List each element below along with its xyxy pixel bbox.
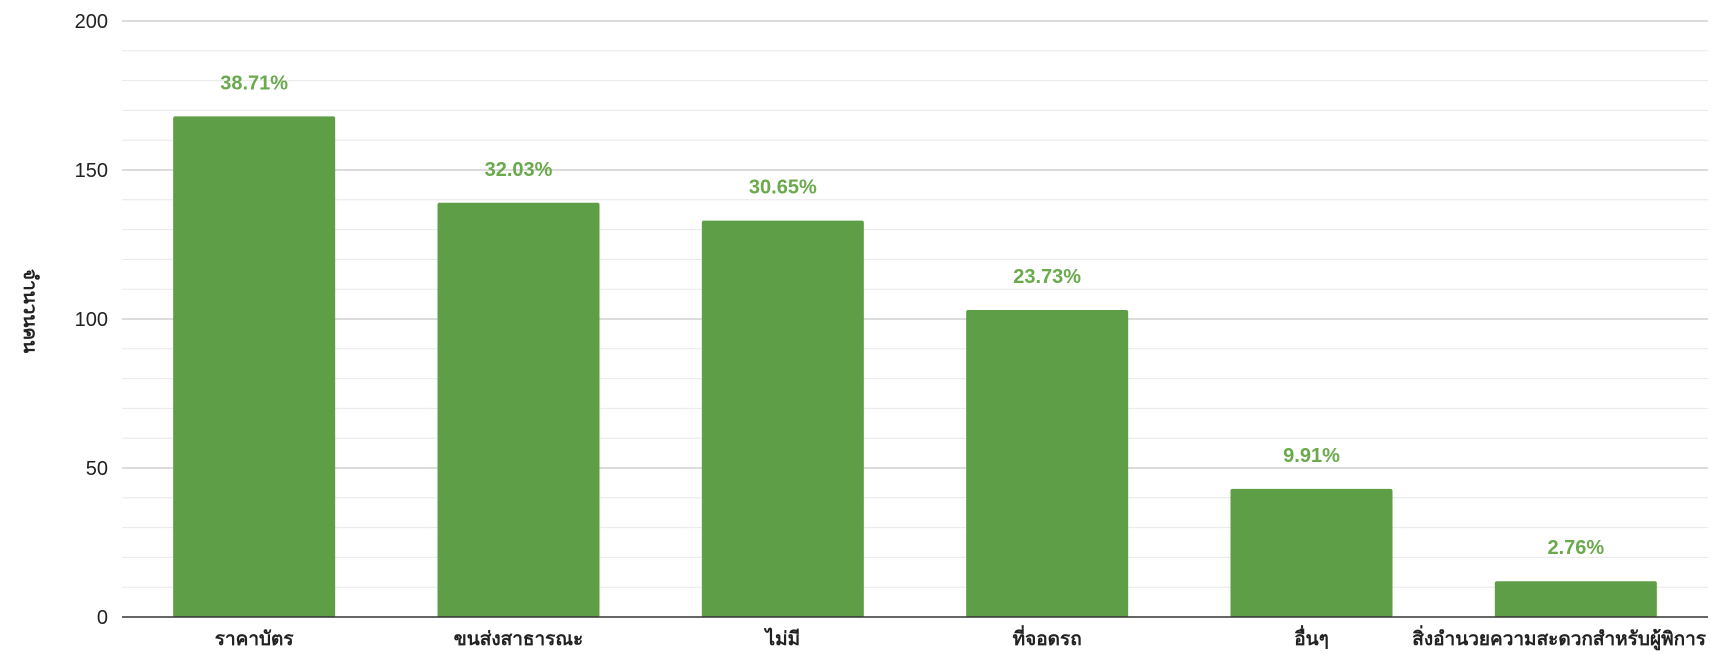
bar — [966, 310, 1129, 617]
data-label: 9.91% — [1283, 445, 1340, 467]
y-tick-label: 100 — [75, 309, 108, 331]
data-label: 30.65% — [749, 177, 817, 199]
data-label: 32.03% — [485, 159, 553, 181]
bar — [173, 116, 336, 618]
bar — [1230, 488, 1393, 617]
y-tick-label: 0 — [97, 607, 108, 629]
x-tick-label: ราคาบัตร — [215, 628, 295, 650]
y-tick-label: 200 — [75, 11, 108, 33]
data-label: 2.76% — [1547, 537, 1604, 559]
y-tick-label: 50 — [86, 458, 108, 480]
x-tick-label: ขนส่งสาธารณะ — [454, 628, 583, 650]
x-tick-label: ที่จอดรถ — [1013, 625, 1082, 650]
data-label: 23.73% — [1013, 266, 1081, 288]
bar — [701, 220, 864, 617]
x-tick-label: อื่นๆ — [1294, 625, 1329, 650]
y-axis-ticks: 0 50 100 150 200 — [75, 11, 108, 629]
bars — [173, 116, 1657, 618]
bar — [1494, 581, 1657, 617]
data-labels: 38.71% 32.03% 30.65% 23.73% 9.91% 2.76% — [220, 72, 1604, 559]
data-label: 38.71% — [220, 72, 288, 94]
bar — [437, 202, 600, 617]
gridlines — [122, 20, 1708, 588]
y-axis-title: จำนวนคน — [19, 269, 41, 353]
y-tick-label: 150 — [75, 160, 108, 182]
x-axis-categories: ราคาบัตร ขนส่งสาธารณะ ไม่มี ที่จอดรถ อื่นๆ สิ… — [215, 625, 1707, 651]
x-tick-label: ไม่มี — [764, 627, 801, 650]
x-tick-label: สิ่งอำนวยความสะดวกสำหรับผู้พิการ — [1412, 625, 1707, 651]
